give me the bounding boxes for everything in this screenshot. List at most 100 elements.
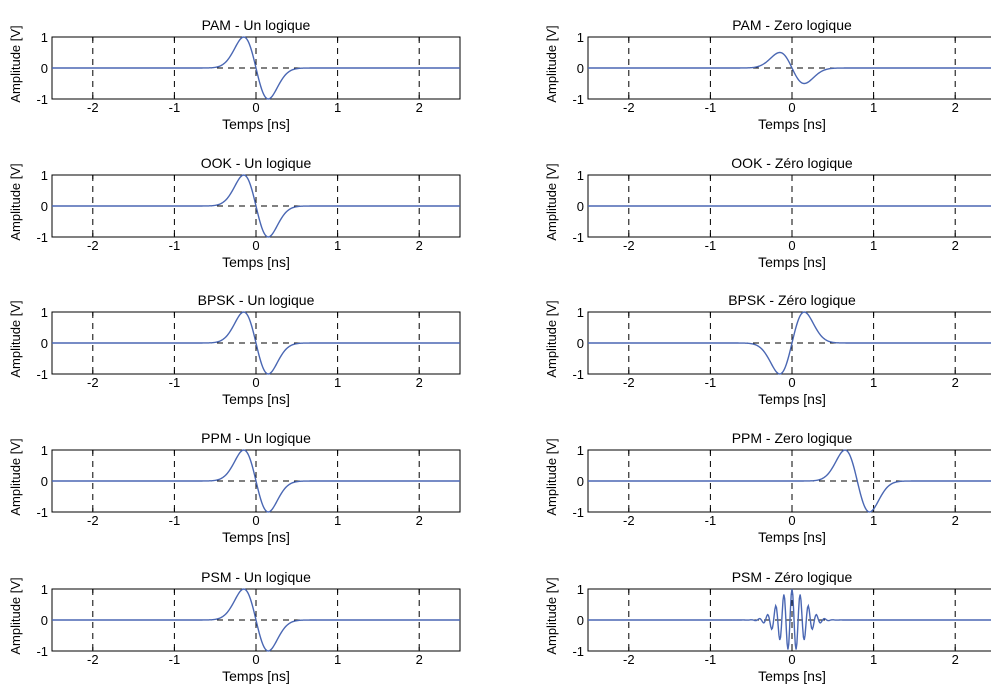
series-line xyxy=(588,51,991,85)
series-line xyxy=(52,449,460,513)
y-tick-label: 0 xyxy=(41,61,48,76)
subplot-6: BPSK - Zéro logique -2 -1 0 1 2 -1 0 1 Temps [ns]… xyxy=(544,292,991,407)
series-line xyxy=(588,588,991,650)
subplot-title: PAM - Zero logique xyxy=(732,17,852,33)
y-axis-label: Amplitude [V] xyxy=(8,25,23,102)
y-tick-label: 1 xyxy=(577,305,584,320)
y-axis-label: Amplitude [V] xyxy=(544,25,559,102)
x-tick-label: 1 xyxy=(334,375,341,390)
subplot-title: PPM - Zero logique xyxy=(732,430,853,446)
y-tick-label: 1 xyxy=(41,443,48,458)
subplot-1: PAM - Un logique -2 -1 0 1 2 -1 0 1 Temps [ns] Amp… xyxy=(8,17,461,132)
subplot-7: PPM - Un logique -2 -1 0 1 2 -1 0 1 Temps [ns] Amp… xyxy=(8,430,461,545)
subplot-3: OOK - Un logique -2 -1 0 1 2 -1 0 1 Temps [ns] Amp… xyxy=(8,155,461,270)
x-tick-label: 1 xyxy=(870,513,877,528)
subplot-title: PAM - Un logique xyxy=(202,17,311,33)
x-tick-label: 0 xyxy=(252,652,259,667)
x-tick-label: 2 xyxy=(952,238,959,253)
series-line xyxy=(52,174,460,238)
x-tick-label: 0 xyxy=(788,375,795,390)
x-tick-label: 0 xyxy=(788,513,795,528)
subplot-title: BPSK - Zéro logique xyxy=(728,292,856,308)
x-tick-label: -2 xyxy=(87,100,99,115)
x-tick-label: 1 xyxy=(334,652,341,667)
x-tick-label: 2 xyxy=(416,513,423,528)
series-line xyxy=(588,311,991,375)
y-tick-label: -1 xyxy=(36,230,48,245)
x-tick-label: 2 xyxy=(952,375,959,390)
x-tick-label: 2 xyxy=(416,100,423,115)
y-tick-label: 1 xyxy=(41,30,48,45)
subplot-title: OOK - Zéro logique xyxy=(731,155,853,171)
x-tick-label: 1 xyxy=(334,100,341,115)
x-tick-label: -2 xyxy=(87,375,99,390)
subplot-title: BPSK - Un logique xyxy=(198,292,315,308)
x-axis-label: Temps [ns] xyxy=(758,116,826,132)
x-tick-label: 1 xyxy=(334,513,341,528)
subplot-title: PPM - Un logique xyxy=(201,430,311,446)
x-tick-label: -2 xyxy=(623,375,635,390)
x-axis-label: Temps [ns] xyxy=(758,254,826,270)
subplot-10: PSM - Zéro logique -2 -1 0 1 2 -1 0 1 Temps [ns] A… xyxy=(544,569,991,684)
x-tick-label: 1 xyxy=(870,100,877,115)
series-line xyxy=(52,311,460,375)
subplot-title: PSM - Un logique xyxy=(201,569,311,585)
x-tick-label: 1 xyxy=(870,652,877,667)
y-tick-label: 1 xyxy=(577,30,584,45)
x-axis-label: Temps [ns] xyxy=(222,254,290,270)
x-tick-label: -1 xyxy=(705,375,717,390)
y-tick-label: -1 xyxy=(36,92,48,107)
x-tick-label: -1 xyxy=(169,652,181,667)
y-tick-label: 0 xyxy=(41,474,48,489)
x-tick-label: 0 xyxy=(252,100,259,115)
subplot-title: PSM - Zéro logique xyxy=(732,569,853,585)
y-tick-label: -1 xyxy=(572,92,584,107)
x-tick-label: -1 xyxy=(705,238,717,253)
y-tick-label: 0 xyxy=(41,613,48,628)
x-tick-label: 2 xyxy=(952,652,959,667)
x-tick-label: 0 xyxy=(788,238,795,253)
y-tick-label: 1 xyxy=(41,582,48,597)
y-tick-label: -1 xyxy=(36,644,48,659)
y-tick-label: -1 xyxy=(572,367,584,382)
x-axis-label: Temps [ns] xyxy=(222,668,290,684)
y-tick-label: -1 xyxy=(572,505,584,520)
subplot-5: BPSK - Un logique -2 -1 0 1 2 -1 0 1 Temps [ns] Am… xyxy=(8,292,461,407)
y-tick-label: 0 xyxy=(41,336,48,351)
y-axis-label: Amplitude [V] xyxy=(8,300,23,377)
y-tick-label: -1 xyxy=(572,230,584,245)
x-tick-label: -1 xyxy=(169,238,181,253)
x-tick-label: 1 xyxy=(334,238,341,253)
y-axis-label: Amplitude [V] xyxy=(8,438,23,515)
series-line xyxy=(52,588,460,652)
y-tick-label: -1 xyxy=(36,505,48,520)
x-tick-label: 2 xyxy=(952,100,959,115)
y-axis-label: Amplitude [V] xyxy=(544,163,559,240)
x-axis-label: Temps [ns] xyxy=(758,529,826,545)
x-tick-label: 2 xyxy=(416,652,423,667)
y-tick-label: -1 xyxy=(572,644,584,659)
x-tick-label: -1 xyxy=(169,100,181,115)
y-tick-label: 0 xyxy=(577,474,584,489)
series-line xyxy=(52,36,460,100)
x-tick-label: -1 xyxy=(705,513,717,528)
x-tick-label: 1 xyxy=(870,238,877,253)
subplot-2: PAM - Zero logique -2 -1 0 1 2 -1 0 1 Temps [ns] A… xyxy=(544,17,991,132)
x-tick-label: 0 xyxy=(252,513,259,528)
y-tick-label: 0 xyxy=(41,199,48,214)
x-tick-label: -2 xyxy=(87,652,99,667)
y-tick-label: 1 xyxy=(577,443,584,458)
y-tick-label: 1 xyxy=(41,305,48,320)
y-axis-label: Amplitude [V] xyxy=(544,438,559,515)
y-axis-label: Amplitude [V] xyxy=(544,577,559,654)
x-axis-label: Temps [ns] xyxy=(222,116,290,132)
subplot-8: PPM - Zero logique -2 -1 0 1 2 -1 0 1 Temps [ns] A… xyxy=(544,430,991,545)
x-tick-label: -2 xyxy=(87,238,99,253)
x-tick-label: -2 xyxy=(623,238,635,253)
series-line xyxy=(588,449,991,513)
y-tick-label: -1 xyxy=(36,367,48,382)
x-tick-label: -2 xyxy=(623,652,635,667)
subplot-4: OOK - Zéro logique -2 -1 0 1 2 -1 0 1 Temps [ns] A… xyxy=(544,155,991,270)
